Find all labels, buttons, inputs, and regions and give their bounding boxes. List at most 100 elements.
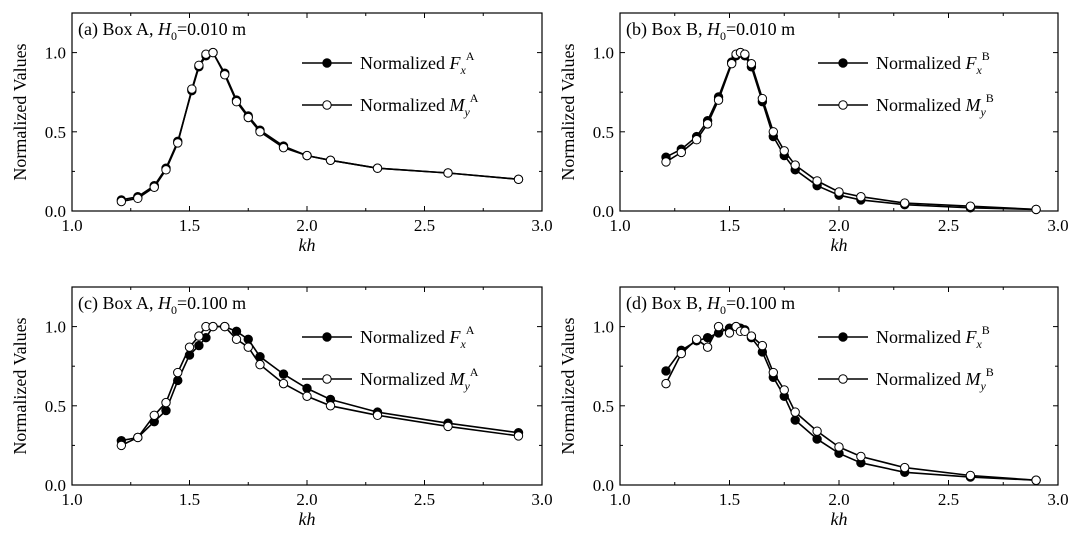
data-point (133, 432, 143, 443)
data-point (757, 93, 768, 104)
panel-3: 1.0 1.5 2.0 2.5 3.0 0.0 0.5 1.0 kh Normalized Val… (558, 286, 1069, 529)
plot-frame (71, 12, 543, 212)
data-point (184, 342, 195, 352)
data-point (812, 176, 822, 186)
data-point (220, 321, 230, 332)
y-axis-label: Normalized Values (558, 317, 578, 454)
x-tick-label: 1.5 (719, 490, 740, 509)
plot-frame (619, 12, 1059, 212)
data-point (161, 165, 171, 175)
legend-sup: A (466, 49, 475, 63)
panel-label-var: H (706, 19, 721, 39)
data-point (443, 168, 453, 178)
data-point (726, 58, 737, 69)
data-point (856, 192, 866, 202)
data-point (187, 84, 197, 94)
legend-label: Normalized FxB (876, 49, 990, 77)
data-point (173, 138, 183, 148)
data-point (812, 434, 822, 444)
legend-label: Normalized MyB (876, 365, 994, 393)
data-point (194, 331, 204, 341)
legend-sup: B (982, 323, 990, 337)
legend-marker (838, 332, 848, 342)
y-tick-label: 0.0 (45, 476, 66, 495)
y-tick-label: 0.5 (45, 397, 66, 416)
x-axis-label: kh (831, 235, 848, 255)
x-axis-label: kh (299, 235, 316, 255)
legend-sub: x (975, 337, 982, 351)
x-tick-label: 2.0 (296, 490, 317, 509)
panel-label-text: (b) Box B, (626, 19, 707, 40)
data-point (443, 421, 453, 432)
data-point (149, 182, 159, 192)
x-tick-label: 1.0 (61, 490, 82, 509)
y-tick-label: 1.0 (45, 44, 66, 63)
data-point (255, 359, 265, 370)
x-tick-label: 1.0 (61, 216, 82, 235)
y-tick-label: 0.0 (593, 202, 614, 221)
data-point (513, 174, 524, 185)
data-point (278, 378, 289, 389)
legend-var: M (964, 369, 981, 389)
data-point (900, 462, 910, 473)
panel-label: (d) Box B, H0=0.100 m (626, 293, 795, 317)
panel-label-var: H (157, 19, 172, 39)
x-tick-label: 3.0 (1047, 216, 1068, 235)
panel-label-value: =0.100 m (177, 293, 246, 313)
legend-prefix: Normalized (360, 95, 449, 115)
panel-label-sub: 0 (171, 303, 177, 317)
x-tick-label: 2.5 (414, 490, 435, 509)
panel-label-text: (c) Box A, (78, 293, 158, 314)
data-point (302, 391, 312, 401)
data-point (372, 410, 383, 421)
data-point (1031, 204, 1041, 215)
data-point (208, 321, 218, 332)
x-tick-label: 1.0 (609, 216, 630, 235)
x-tick-label: 3.0 (531, 216, 552, 235)
data-point (779, 385, 789, 395)
panel-label-text: (a) Box A, (78, 19, 158, 40)
data-point (149, 410, 159, 421)
data-point (713, 321, 724, 332)
data-point (790, 415, 800, 425)
data-point (724, 328, 735, 338)
data-point (325, 155, 336, 166)
legend-label: Normalized MyB (876, 91, 994, 119)
y-tick-label: 0.5 (593, 123, 614, 142)
data-point (302, 150, 312, 161)
data-point (661, 366, 671, 376)
data-point (243, 342, 253, 352)
data-point (161, 397, 171, 408)
legend-var: F (964, 53, 977, 73)
data-point (116, 196, 127, 207)
data-point (768, 367, 778, 378)
legend-var: M (964, 95, 981, 115)
legend-marker (322, 100, 332, 110)
panel-label-text: (d) Box B, (626, 293, 707, 314)
legend-prefix: Normalized (876, 53, 965, 73)
data-point (278, 369, 289, 379)
data-point (757, 340, 768, 351)
data-point (161, 405, 171, 416)
x-tick-label: 1.0 (609, 490, 630, 509)
legend-sub: y (979, 105, 986, 119)
y-tick-label: 0.5 (45, 123, 66, 142)
data-point (278, 142, 289, 153)
y-tick-label: 0.0 (593, 476, 614, 495)
panel-label-sub: 0 (720, 29, 726, 43)
data-point (231, 97, 242, 107)
data-point (740, 326, 750, 337)
x-tick-label: 2.5 (938, 490, 959, 509)
x-tick-label: 1.5 (179, 216, 200, 235)
legend-prefix: Normalized (360, 369, 449, 389)
x-tick-label: 2.5 (938, 216, 959, 235)
data-point (661, 157, 671, 167)
data-point (208, 47, 218, 58)
panel-label-value: =0.010 m (726, 19, 795, 39)
panel-label: (c) Box A, H0=0.100 m (78, 293, 246, 317)
data-point (779, 146, 789, 156)
data-point (116, 440, 127, 451)
panel-label-sub: 0 (171, 29, 177, 43)
x-axis-label: kh (831, 509, 848, 529)
